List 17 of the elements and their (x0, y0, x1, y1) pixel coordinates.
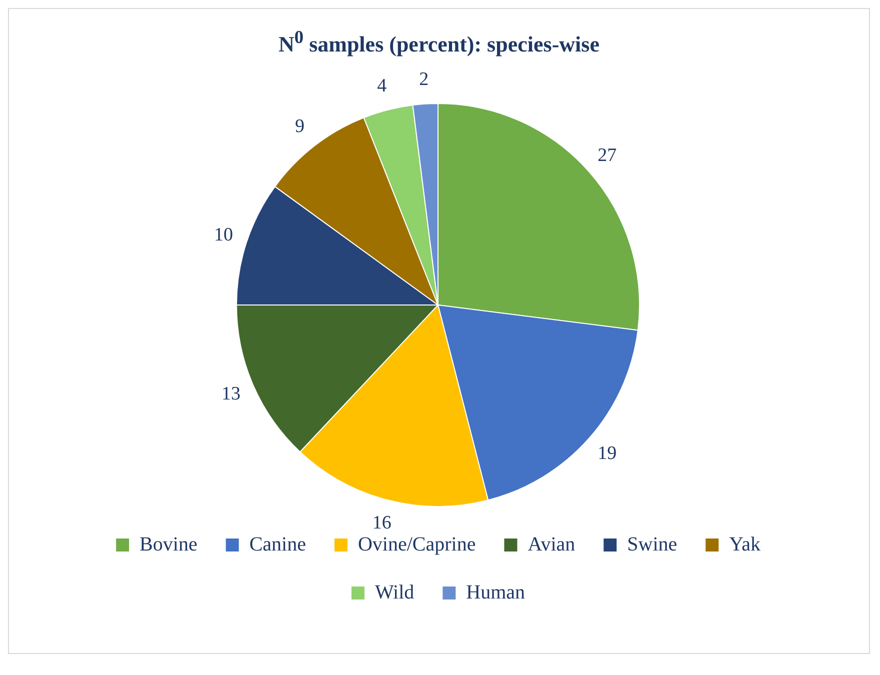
data-label: 9 (295, 116, 305, 138)
legend-label: Canine (249, 534, 306, 556)
chart-title: N$^{0}$ samples (percent): species-wise (278, 26, 600, 58)
legend-label: Ovine/Caprine (358, 534, 476, 556)
data-label: 13 (222, 384, 241, 405)
legend-label: Avian (528, 534, 576, 556)
data-label: 2 (419, 69, 429, 90)
legend-label: Swine (627, 534, 678, 556)
data-label: 19 (598, 443, 617, 464)
data-label: 10 (214, 224, 234, 246)
legend-label: Bovine (140, 534, 198, 556)
data-label: 27 (598, 145, 617, 166)
data-label: 4 (377, 76, 388, 97)
legend-label: Yak (729, 534, 760, 556)
legend-label: Human (466, 582, 526, 604)
data-label: 16 (372, 512, 392, 534)
legend-label: Wild (374, 582, 414, 604)
